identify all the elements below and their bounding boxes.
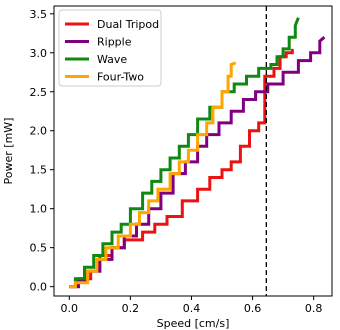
y-tick-label: 0.5 xyxy=(30,242,48,255)
x-ticks: 0.0 0.2 0.4 0.6 0.8 xyxy=(61,296,323,315)
legend-label: Wave xyxy=(97,53,127,66)
series-line-wave xyxy=(69,17,300,289)
x-axis-label: Speed [cm/s] xyxy=(157,317,230,330)
series-line-four-two xyxy=(69,61,237,289)
legend: Dual Tripod Ripple Wave Four-Two xyxy=(58,9,162,87)
y-tick-label: 0.0 xyxy=(30,281,48,294)
x-tick-label: 0.0 xyxy=(61,302,79,315)
x-tick-label: 0.2 xyxy=(122,302,140,315)
legend-label: Four-Two xyxy=(97,71,144,84)
legend-label: Dual Tripod xyxy=(97,18,159,31)
y-tick-label: 2.5 xyxy=(30,86,48,99)
series-line-ripple xyxy=(69,36,326,289)
x-tick-label: 0.8 xyxy=(305,302,323,315)
plot-frame xyxy=(53,5,333,297)
series-layer xyxy=(69,17,326,289)
y-tick-label: 3.5 xyxy=(30,8,48,21)
y-tick-label: 2.0 xyxy=(30,125,48,138)
x-tick-label: 0.4 xyxy=(183,302,201,315)
y-tick-label: 1.5 xyxy=(30,164,48,177)
legend-label: Ripple xyxy=(97,36,132,49)
y-tick-label: 1.0 xyxy=(30,203,48,216)
legend-box xyxy=(58,9,162,87)
x-tick-label: 0.6 xyxy=(244,302,262,315)
y-axis-label: Power [mW] xyxy=(2,118,15,185)
y-ticks: 0.0 0.5 1.0 1.5 2.0 2.5 3.0 3.5 xyxy=(30,8,54,294)
y-tick-label: 3.0 xyxy=(30,47,48,60)
